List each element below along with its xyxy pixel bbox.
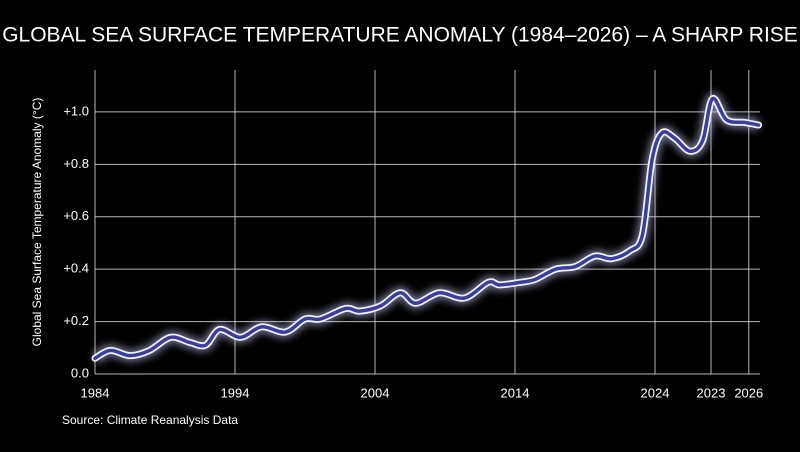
y-tick-label: 0.0: [71, 365, 89, 380]
y-tick-label: +1.0: [63, 103, 89, 118]
x-tick-label: 2026: [734, 385, 763, 400]
x-tick-label: 1984: [81, 385, 110, 400]
y-tick-label: +0.6: [63, 208, 89, 223]
line: [93, 96, 761, 361]
x-tick-label: 2014: [501, 385, 530, 400]
y-tick-label: +0.8: [63, 156, 89, 171]
chart-title: GLOBAL SEA SURFACE TEMPERATURE ANOMALY (…: [2, 24, 798, 47]
y-tick-label: +0.4: [63, 261, 89, 276]
x-tick-label: 2024: [641, 385, 670, 400]
source-note: Source: Climate Reanalysis Data: [62, 413, 238, 427]
x-tick-label: 2023: [697, 385, 726, 400]
x-tick-label: 1994: [221, 385, 250, 400]
x-tick-label: 2004: [361, 385, 390, 400]
y-axis-label: Global Sea Surface Temperature Anomaly (…: [30, 98, 44, 347]
y-tick-label: +0.2: [63, 313, 89, 328]
plot: [91, 92, 763, 364]
